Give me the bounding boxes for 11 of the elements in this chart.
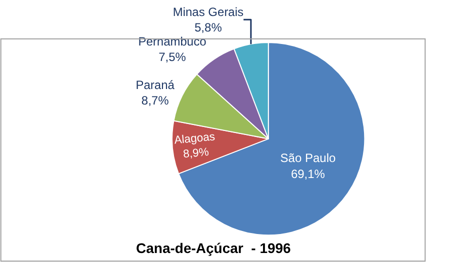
slice-label: Minas Gerais <box>172 4 244 19</box>
data-label: 8,7% <box>141 94 170 108</box>
slice-label: Alagoas <box>174 131 216 147</box>
data-label: 7,5% <box>158 50 186 64</box>
slice-label: Paraná <box>136 78 175 92</box>
slice-label: São Paulo <box>280 151 336 166</box>
text: Cana-de-Açúcar - 1996 <box>136 240 292 256</box>
data-label: 5,8% <box>194 20 222 34</box>
data-label: 69,1% <box>290 166 326 181</box>
slice-label: Pernambuco <box>138 34 207 48</box>
data-label: 8,9% <box>182 146 210 161</box>
